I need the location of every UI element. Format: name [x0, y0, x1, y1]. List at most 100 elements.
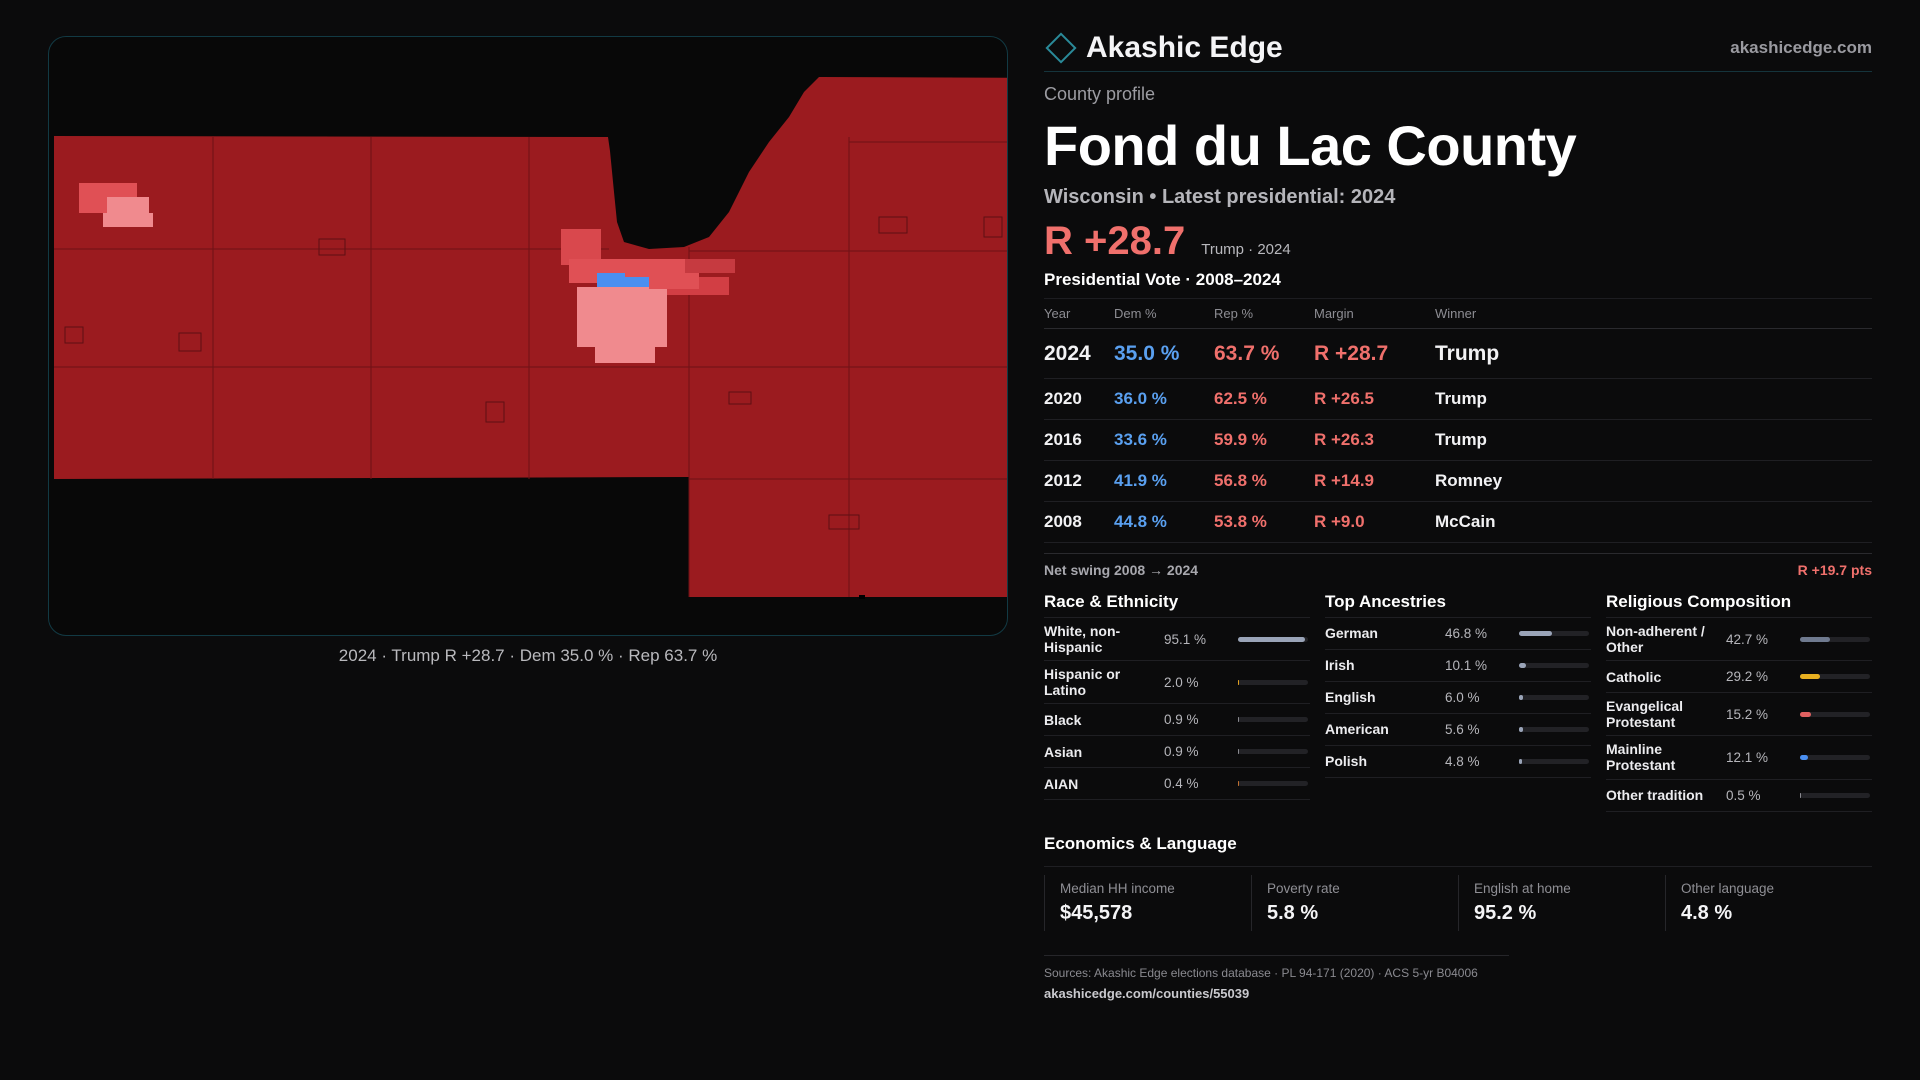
item-bar — [1238, 679, 1308, 685]
page-title: Fond du Lac County — [1044, 114, 1577, 177]
list-item: Other tradition 0.5 % — [1606, 780, 1872, 812]
demographics-grid: Race & Ethnicity White, non-Hispanic 95.1… — [1044, 592, 1872, 812]
municipality-fond-du-lac — [561, 229, 735, 363]
item-bar — [1519, 759, 1589, 764]
county-shape — [54, 77, 1007, 597]
item-label: Other tradition — [1606, 787, 1704, 804]
item-bar-fill — [1519, 695, 1524, 700]
section-title: Top Ancestries — [1325, 592, 1591, 618]
list-item: Catholic 29.2 % — [1606, 661, 1872, 694]
county-map-panel[interactable] — [48, 36, 1008, 636]
item-pct: 0.9 % — [1164, 712, 1199, 728]
headline-margin: R +28.7 — [1044, 219, 1186, 263]
item-label: AIAN — [1044, 775, 1079, 792]
row-margin: R +26.5 — [1314, 378, 1435, 420]
sources-footer: Sources: Akashic Edge elections database… — [1044, 954, 1509, 1001]
village-outlines — [64, 216, 1003, 530]
stat-card: Poverty rate 5.8 % — [1251, 874, 1458, 931]
list-item: Polish 4.8 % — [1325, 746, 1591, 778]
sources-line: Sources: Akashic Edge elections database… — [1044, 965, 1478, 980]
row-dem: 41.9 % — [1114, 460, 1214, 502]
subtitle: Wisconsin • Latest presidential: 2024 — [1044, 186, 1396, 208]
item-label: Evangelical Protestant — [1606, 698, 1684, 731]
item-label: Asian — [1044, 743, 1083, 760]
swing-value: R +19.7 pts — [1797, 562, 1872, 578]
row-year: 2008 — [1044, 501, 1114, 543]
list-item: Evangelical Protestant 15.2 % — [1606, 693, 1872, 737]
list-item: AIAN 0.4 % — [1044, 768, 1310, 801]
item-bar-fill — [1238, 781, 1240, 787]
stat-label: English at home — [1474, 880, 1571, 896]
item-label: White, non-Hispanic — [1044, 623, 1121, 656]
item-bar — [1238, 636, 1308, 642]
stat-card: Other language 4.8 % — [1665, 874, 1872, 931]
item-label: Black — [1044, 711, 1082, 728]
item-pct: 5.6 % — [1445, 722, 1480, 737]
item-label: Polish — [1325, 753, 1368, 770]
item-label: American — [1325, 721, 1389, 738]
item-bar-fill — [1519, 727, 1523, 732]
item-pct: 10.1 % — [1445, 658, 1488, 673]
economics-title: Economics & Language — [1044, 834, 1872, 867]
item-bar — [1238, 717, 1308, 723]
col-rep: Rep % — [1214, 298, 1314, 329]
item-bar-fill — [1238, 717, 1240, 723]
row-winner: Trump — [1435, 419, 1872, 461]
stat-card: English at home 95.2 % — [1458, 874, 1665, 931]
list-item: Black 0.9 % — [1044, 704, 1310, 737]
item-bar — [1800, 636, 1870, 642]
ancestries-section: Top Ancestries German 46.8 % Irish 10.1 % … — [1325, 592, 1591, 812]
item-bar-fill — [1800, 711, 1811, 717]
item-bar-fill — [1519, 631, 1552, 636]
source-url-link[interactable]: akashicedge.com/counties/55039 — [1044, 985, 1250, 1001]
row-winner: Romney — [1435, 460, 1872, 502]
religion-section: Religious Composition Non-adherent / Oth… — [1606, 592, 1872, 812]
item-bar-fill — [1800, 674, 1821, 680]
item-pct: 12.1 % — [1726, 749, 1769, 765]
county-map[interactable] — [49, 37, 1008, 636]
table-row: 2012 41.9 % 56.8 % R +14.9 Romney — [1044, 460, 1872, 502]
item-bar-fill — [1800, 636, 1830, 642]
list-item: Irish 10.1 % — [1325, 650, 1591, 682]
item-bar — [1238, 749, 1308, 755]
col-dem: Dem % — [1114, 298, 1214, 329]
list-item: Non-adherent / Other 42.7 % — [1606, 618, 1872, 662]
col-year: Year — [1044, 298, 1114, 329]
row-year: 2012 — [1044, 460, 1114, 502]
stat-value: 95.2 % — [1474, 901, 1537, 924]
item-label: English — [1325, 689, 1376, 706]
item-bar — [1800, 711, 1870, 717]
net-swing: Net swing 2008 → 2024 R +19.7 pts — [1044, 553, 1872, 578]
row-margin: R +26.3 — [1314, 419, 1435, 461]
item-pct: 0.5 % — [1726, 787, 1761, 803]
col-margin: Margin — [1314, 298, 1435, 329]
table-header-row: Year Dem % Rep % Margin Winner — [1044, 298, 1872, 329]
brand-url-link[interactable]: akashicedge.com — [1730, 37, 1872, 57]
row-year: 2016 — [1044, 419, 1114, 461]
table-row: 2024 35.0 % 63.7 % R +28.7 Trump — [1044, 328, 1872, 379]
vote-history-table: Year Dem % Rep % Margin Winner 2024 35.0… — [1044, 298, 1872, 543]
economics-grid: Median HH income $45,578 Poverty rate 5.… — [1044, 874, 1872, 931]
township-lines — [54, 137, 1007, 597]
item-bar — [1519, 727, 1589, 732]
stat-value: 4.8 % — [1681, 901, 1733, 924]
row-year: 2024 — [1044, 328, 1114, 379]
row-margin: R +14.9 — [1314, 460, 1435, 502]
row-rep: 62.5 % — [1214, 378, 1314, 420]
item-bar — [1800, 792, 1870, 798]
swing-label: Net swing 2008 → 2024 — [1044, 562, 1199, 578]
row-dem: 33.6 % — [1114, 419, 1214, 461]
item-bar-fill — [1519, 759, 1523, 764]
list-item: American 5.6 % — [1325, 714, 1591, 746]
item-label: Irish — [1325, 657, 1355, 674]
diamond-logo-icon — [1045, 31, 1077, 64]
row-year: 2020 — [1044, 378, 1114, 420]
item-pct: 42.7 % — [1726, 631, 1769, 647]
item-bar — [1519, 663, 1589, 668]
brand-header: Akashic Edge akashicedge.com — [1044, 30, 1872, 72]
list-item: English 6.0 % — [1325, 682, 1591, 714]
kicker: County profile — [1044, 84, 1156, 104]
item-pct: 0.4 % — [1164, 776, 1199, 792]
section-title: Religious Composition — [1606, 592, 1872, 618]
map-caption: 2024 · Trump R +28.7 · Dem 35.0 % · Rep … — [338, 646, 718, 665]
